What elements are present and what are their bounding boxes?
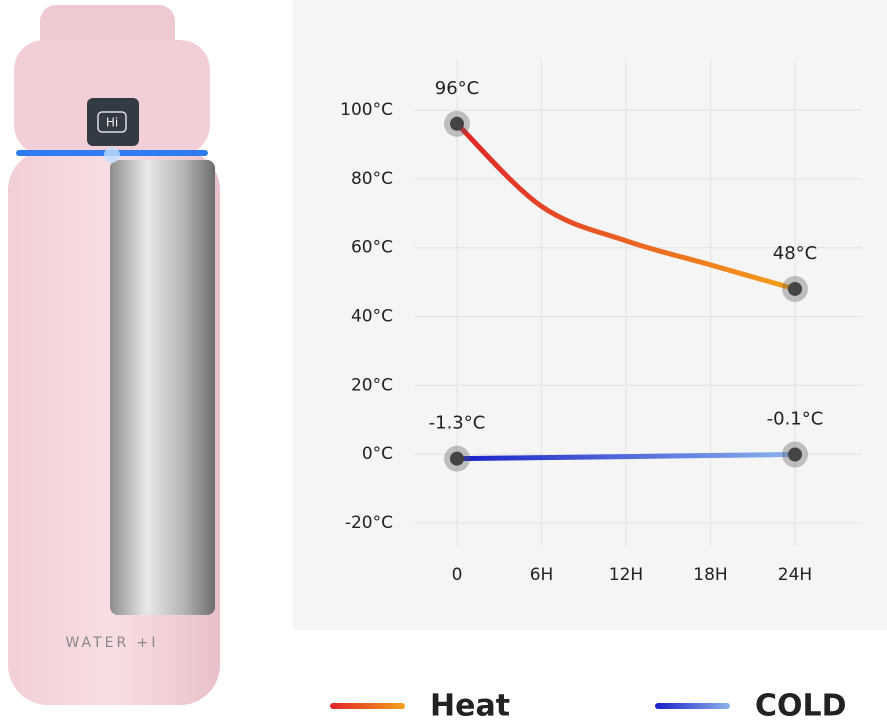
value-label: -0.1°C <box>767 409 824 430</box>
x-tick-label: 18H <box>693 565 727 585</box>
y-tick-label: 100°C <box>340 100 393 120</box>
bottle: Hi WATER +I <box>8 5 220 705</box>
marker <box>788 447 802 462</box>
y-tick-label: 40°C <box>351 307 393 327</box>
y-tick-label: 80°C <box>351 169 393 189</box>
y-tick-label: 0°C <box>362 444 393 464</box>
legend-label: Heat <box>430 689 510 722</box>
x-tick-label: 6H <box>530 565 554 585</box>
y-tick-label: 20°C <box>351 375 393 395</box>
x-tick-label: 12H <box>609 565 643 585</box>
value-label: -1.3°C <box>429 413 486 434</box>
series-line <box>454 452 798 462</box>
marker <box>788 281 802 296</box>
legend-swatch <box>655 703 730 709</box>
value-label: 96°C <box>435 78 479 99</box>
x-tick-label: 24H <box>778 565 812 585</box>
badge: Hi <box>106 116 118 130</box>
value-label: 48°C <box>773 243 817 264</box>
marker <box>450 116 464 131</box>
y-tick-label: 60°C <box>351 238 393 258</box>
x-tick-label: 0 <box>452 565 463 585</box>
y-tick-label: -20°C <box>345 513 393 533</box>
chart-panel <box>293 0 887 630</box>
legend-swatch <box>330 703 405 709</box>
series-line <box>454 121 798 292</box>
marker <box>450 451 464 466</box>
legend-label: COLD <box>755 689 847 722</box>
brand: WATER +I <box>65 635 158 651</box>
